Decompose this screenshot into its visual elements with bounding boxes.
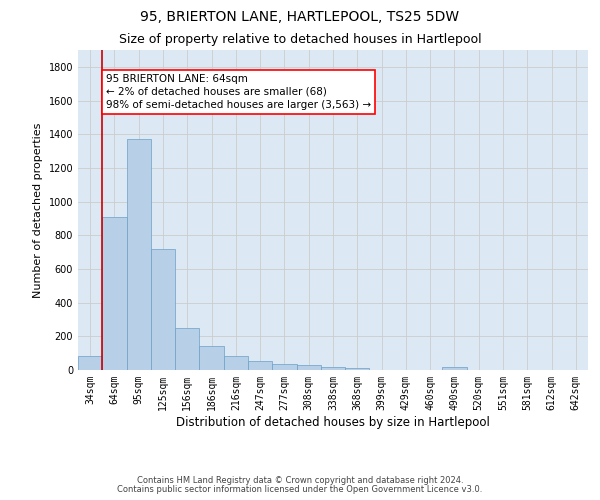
Bar: [321, 367, 345, 370]
Bar: [248, 360, 272, 370]
Bar: [272, 364, 296, 370]
Bar: [296, 365, 321, 370]
Bar: [345, 368, 370, 370]
Text: 95, BRIERTON LANE, HARTLEPOOL, TS25 5DW: 95, BRIERTON LANE, HARTLEPOOL, TS25 5DW: [140, 10, 460, 24]
X-axis label: Distribution of detached houses by size in Hartlepool: Distribution of detached houses by size …: [176, 416, 490, 428]
Text: Size of property relative to detached houses in Hartlepool: Size of property relative to detached ho…: [119, 32, 481, 46]
Text: 95 BRIERTON LANE: 64sqm
← 2% of detached houses are smaller (68)
98% of semi-det: 95 BRIERTON LANE: 64sqm ← 2% of detached…: [106, 74, 371, 110]
Y-axis label: Number of detached properties: Number of detached properties: [33, 122, 43, 298]
Bar: [127, 140, 151, 370]
Bar: [78, 356, 102, 370]
Bar: [102, 216, 127, 370]
Text: Contains public sector information licensed under the Open Government Licence v3: Contains public sector information licen…: [118, 485, 482, 494]
Bar: [151, 248, 175, 370]
Text: Contains HM Land Registry data © Crown copyright and database right 2024.: Contains HM Land Registry data © Crown c…: [137, 476, 463, 485]
Bar: [199, 346, 224, 370]
Bar: [224, 356, 248, 370]
Bar: [442, 366, 467, 370]
Bar: [175, 328, 199, 370]
